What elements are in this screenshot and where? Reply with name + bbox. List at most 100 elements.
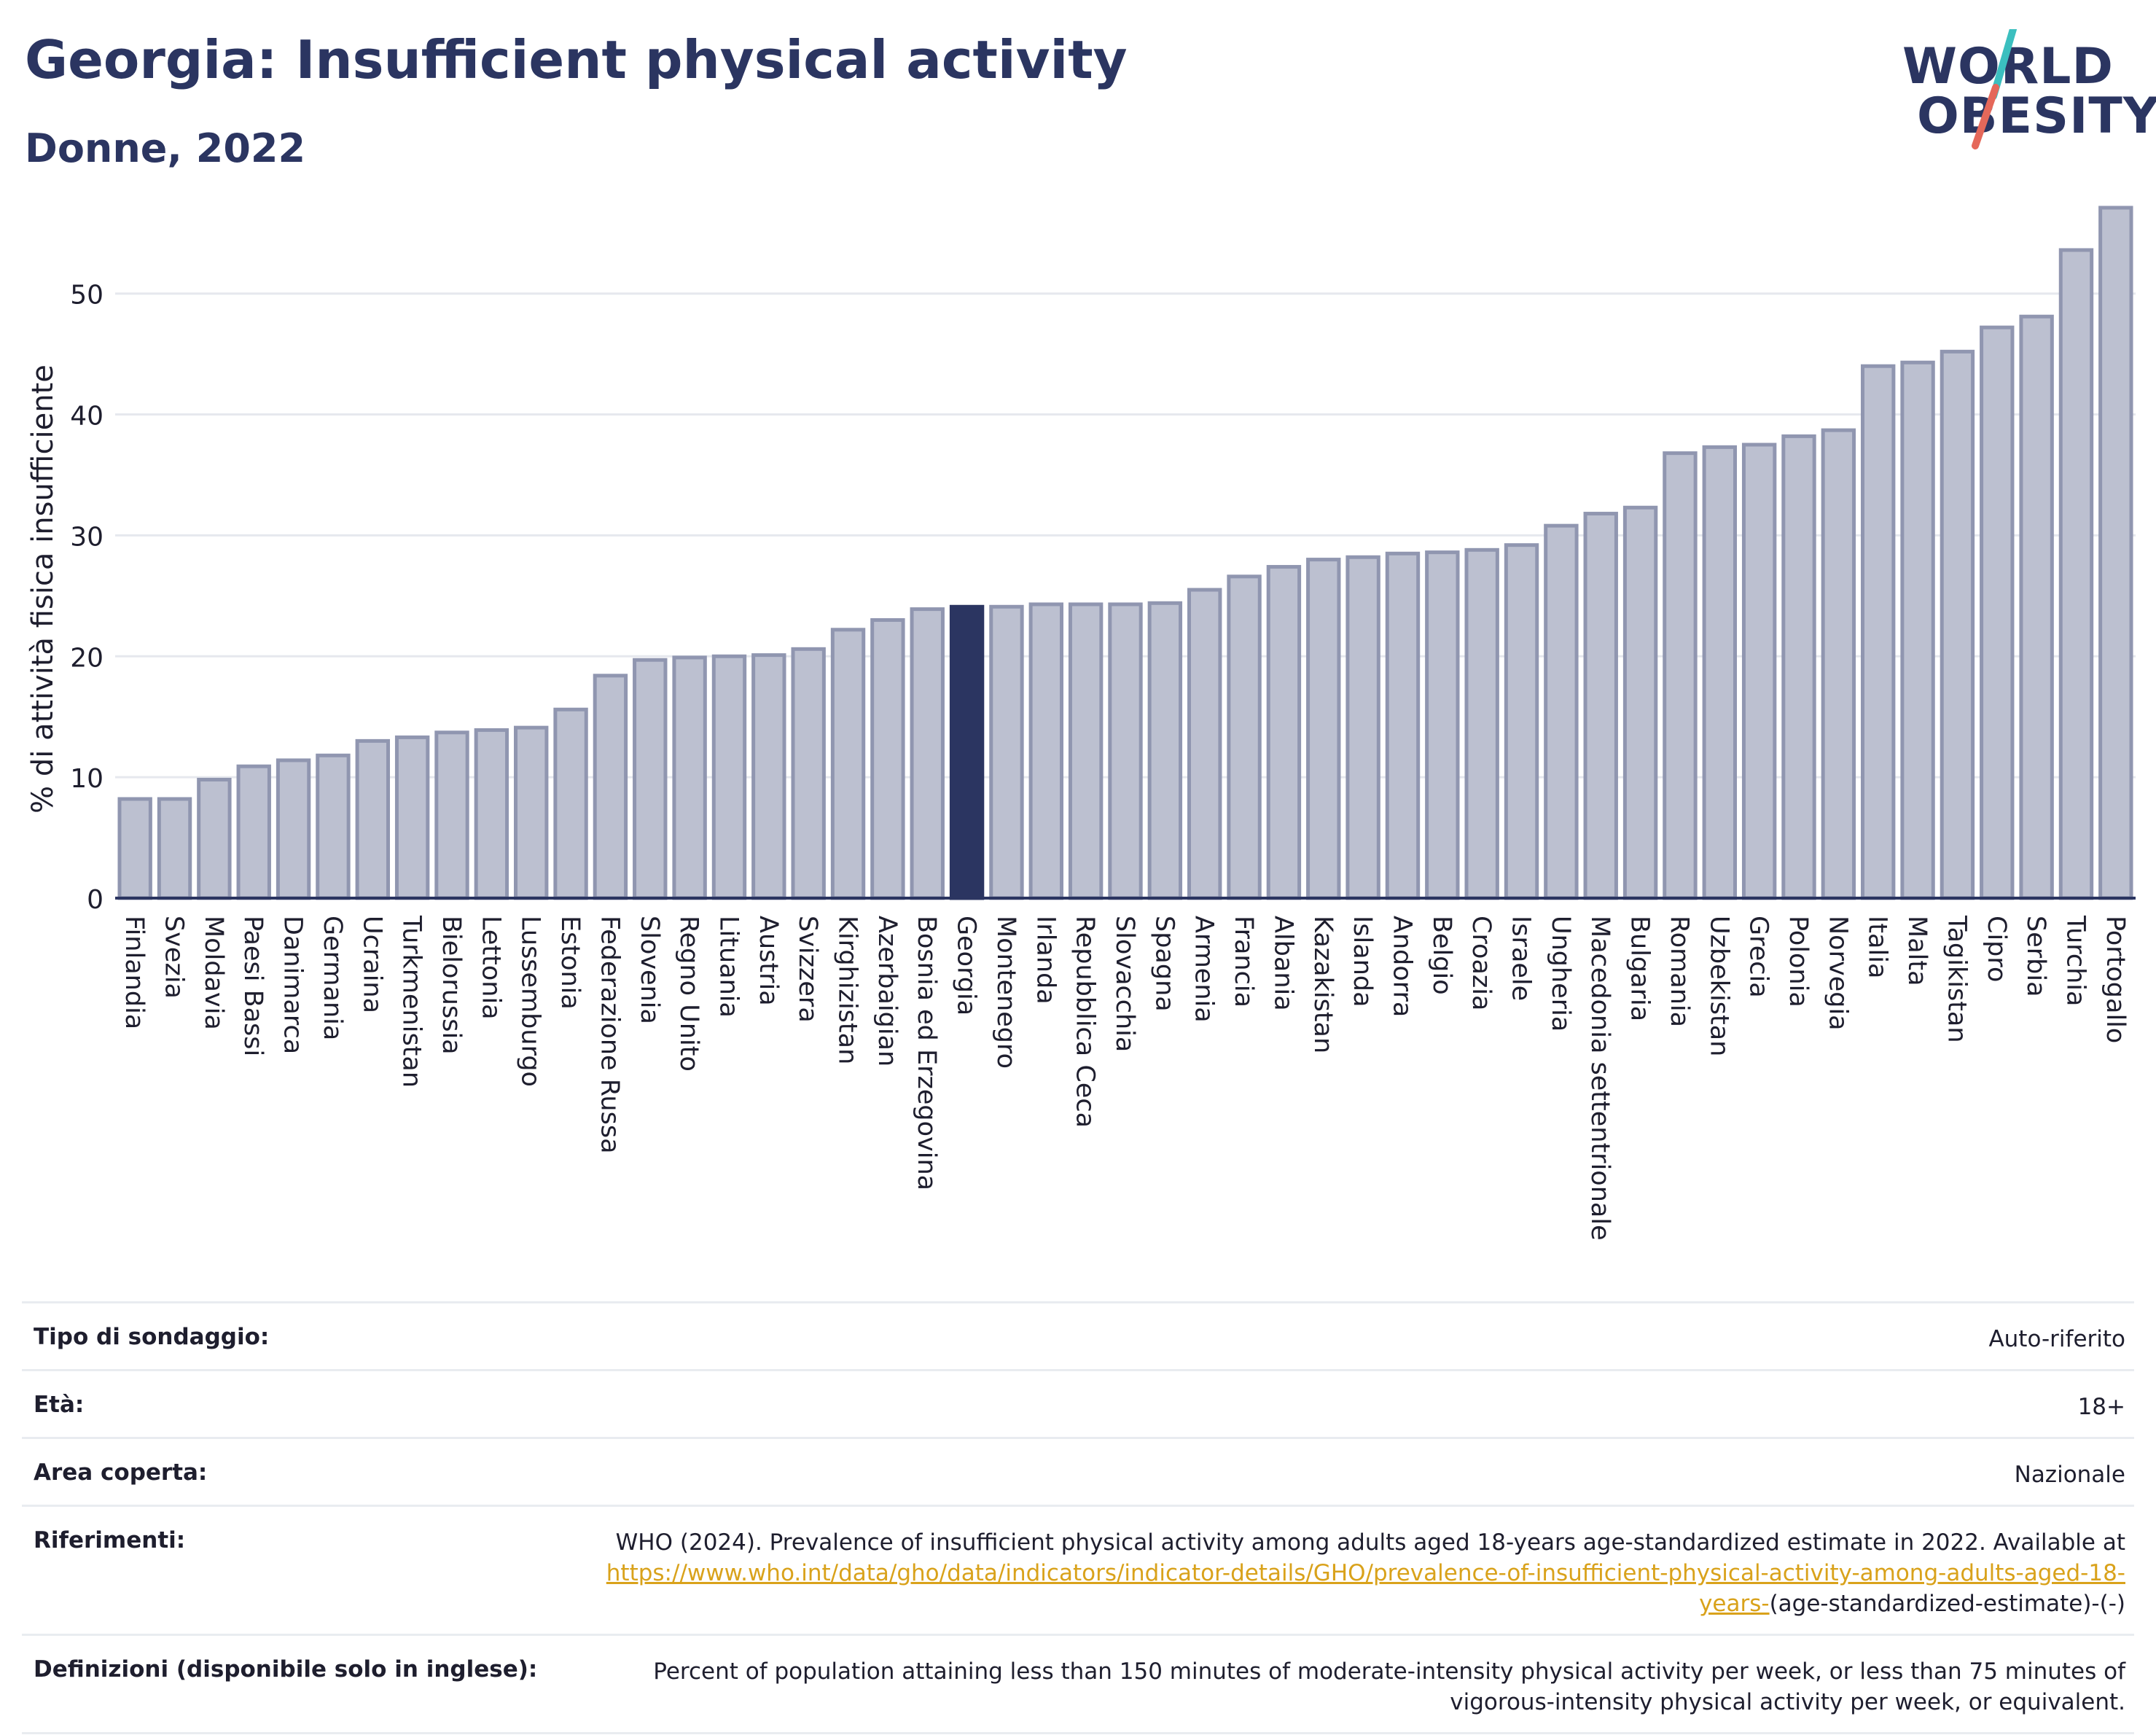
x-tick-label: Regno Unito — [674, 916, 703, 1072]
bar-cipro — [1980, 325, 2015, 900]
bar-lituania — [711, 654, 747, 900]
x-tick-label: Armenia — [1190, 916, 1219, 1023]
bar-moldavia — [197, 777, 232, 900]
meta-label: Età: — [34, 1392, 85, 1418]
meta-label: Definizioni (disponibile solo in inglese… — [34, 1656, 538, 1683]
bar-norvegia — [1821, 428, 1856, 900]
meta-value: Nazionale — [2014, 1462, 2125, 1488]
meta-row-survey-type: Tipo di sondaggio: Auto-riferito — [22, 1301, 2134, 1369]
meta-value: Percent of population attaining less tha… — [653, 1658, 2125, 1715]
x-tick-label: Serbia — [2021, 916, 2050, 997]
bar-slovacchia — [1108, 602, 1143, 900]
x-tick-label: Bulgaria — [1625, 916, 1655, 1021]
x-tick-label: Francia — [1229, 916, 1258, 1007]
bar-chart: 0 10 20 30 40 50 Finlandia Svezia Moldavia Paesi … — [26, 206, 2136, 1241]
x-tick-label: Moldavia — [199, 916, 228, 1030]
meta-row-age: Età: 18+ — [22, 1369, 2134, 1437]
meta-label: Area coperta: — [34, 1459, 208, 1486]
meta-value: Auto-riferito — [1988, 1326, 2125, 1352]
meta-value: 18+ — [2077, 1394, 2125, 1420]
page-title: Georgia: Insufficient physical activity — [25, 29, 1128, 90]
x-tick-label: Malta — [1902, 916, 1932, 986]
bar-romania — [1663, 451, 1698, 900]
axes: 0 10 20 30 40 50 Finlandia Svezia Moldavia Paesi … — [70, 281, 2136, 1241]
bar-svizzera — [791, 647, 826, 900]
bar-tagikistan — [1940, 349, 1975, 900]
bar-federazione-russa — [593, 674, 628, 900]
y-tick-label: 30 — [70, 522, 103, 552]
bar-germania — [316, 753, 351, 900]
y-tick-label: 20 — [70, 643, 103, 673]
bar-malta — [1900, 360, 1935, 900]
x-tick-label: Austria — [754, 916, 783, 1006]
x-tick-label: Norvegia — [1823, 916, 1852, 1031]
bar-albania — [1266, 565, 1302, 900]
meta-label: Riferimenti: — [34, 1527, 186, 1553]
y-tick-label: 0 — [87, 885, 103, 915]
x-tick-label: Romania — [1665, 916, 1694, 1027]
x-tick-label: Azerbaigian — [872, 916, 902, 1067]
x-tick-label: Svezia — [160, 916, 189, 999]
bar-francia — [1227, 574, 1262, 900]
x-tick-label: Ungheria — [1546, 916, 1575, 1032]
x-tick-label: Kirghizistan — [833, 916, 862, 1064]
bar-regno-unito — [672, 655, 707, 900]
x-tick-label: Turkmenistan — [397, 915, 426, 1088]
x-tick-label: Grecia — [1744, 916, 1773, 998]
x-tick-label: Lussemburgo — [516, 916, 545, 1087]
bar-grecia — [1741, 442, 1777, 900]
bar-bulgaria — [1622, 505, 1658, 900]
meta-label: Tipo di sondaggio: — [34, 1324, 270, 1350]
x-tick-label: Spagna — [1149, 916, 1179, 1012]
bar-ungheria — [1544, 523, 1579, 900]
bar-spagna — [1147, 601, 1183, 900]
x-tick-label: Svizzera — [793, 916, 822, 1023]
x-tick-label: Portogallo — [2101, 916, 2130, 1043]
bar-estonia — [553, 707, 588, 900]
reference-text: WHO (2024). Prevalence of insufficient p… — [615, 1529, 2125, 1556]
x-tick-label: Slovenia — [635, 916, 664, 1024]
x-tick-label: Turchia — [2061, 915, 2090, 1006]
x-tick-label: Bosnia ed Erzegovina — [912, 916, 941, 1190]
bar-irlanda — [1028, 602, 1063, 900]
bars — [117, 206, 2133, 900]
x-tick-label: Irlanda — [1031, 916, 1060, 1005]
x-tick-label: Lituania — [714, 916, 743, 1018]
bar-finlandia — [117, 797, 152, 900]
bar-serbia — [2019, 314, 2054, 900]
bar-montenegro — [989, 604, 1024, 900]
x-tick-label: Macedonia settentrionale — [1585, 916, 1614, 1241]
x-tick-label: Finlandia — [120, 916, 149, 1029]
reference-suffix: (age-standardized-estimate)-(-) — [1769, 1591, 2125, 1617]
x-tick-label: Belgio — [1427, 916, 1456, 995]
bar-danimarca — [276, 758, 311, 900]
bar-azerbaigian — [870, 618, 905, 900]
x-tick-label: Polonia — [1784, 916, 1813, 1007]
bar-kazakistan — [1306, 558, 1341, 900]
bar-turchia — [2058, 248, 2094, 900]
page-subtitle: Donne, 2022 — [25, 125, 306, 171]
bar-bielorussia — [434, 730, 469, 900]
bar-islanda — [1345, 555, 1380, 900]
x-tick-label: Federazione Russa — [595, 916, 624, 1154]
logo-line-2: OBESITY — [1917, 87, 2156, 145]
x-tick-label: Slovacchia — [1110, 916, 1139, 1052]
x-tick-label: Montenegro — [991, 916, 1020, 1069]
y-axis-label: % di attività fisica insufficiente — [26, 364, 60, 814]
x-tick-label: Cipro — [1982, 916, 2011, 982]
x-tick-label: Repubblica Ceca — [1071, 916, 1100, 1128]
bar-portogallo — [2098, 206, 2133, 900]
bar-andorra — [1385, 551, 1421, 900]
bar-slovenia — [633, 658, 668, 900]
bar-italia — [1861, 364, 1896, 900]
bar-kirghizistan — [830, 628, 866, 900]
bar-lettonia — [474, 728, 509, 900]
meta-value: WHO (2024). Prevalence of insufficient p… — [587, 1527, 2125, 1619]
world-obesity-logo: WORLD OBESITY — [1902, 29, 2156, 153]
bar-repubblica-ceca — [1068, 602, 1104, 900]
bar-ucraina — [355, 738, 390, 900]
x-tick-label: Georgia — [952, 916, 981, 1015]
meta-row-definitions: Definizioni (disponibile solo in inglese… — [22, 1634, 2134, 1734]
reference-link[interactable]: https://www.who.int/data/gho/data/indica… — [606, 1560, 2125, 1617]
x-tick-label: Bielorussia — [437, 916, 466, 1055]
